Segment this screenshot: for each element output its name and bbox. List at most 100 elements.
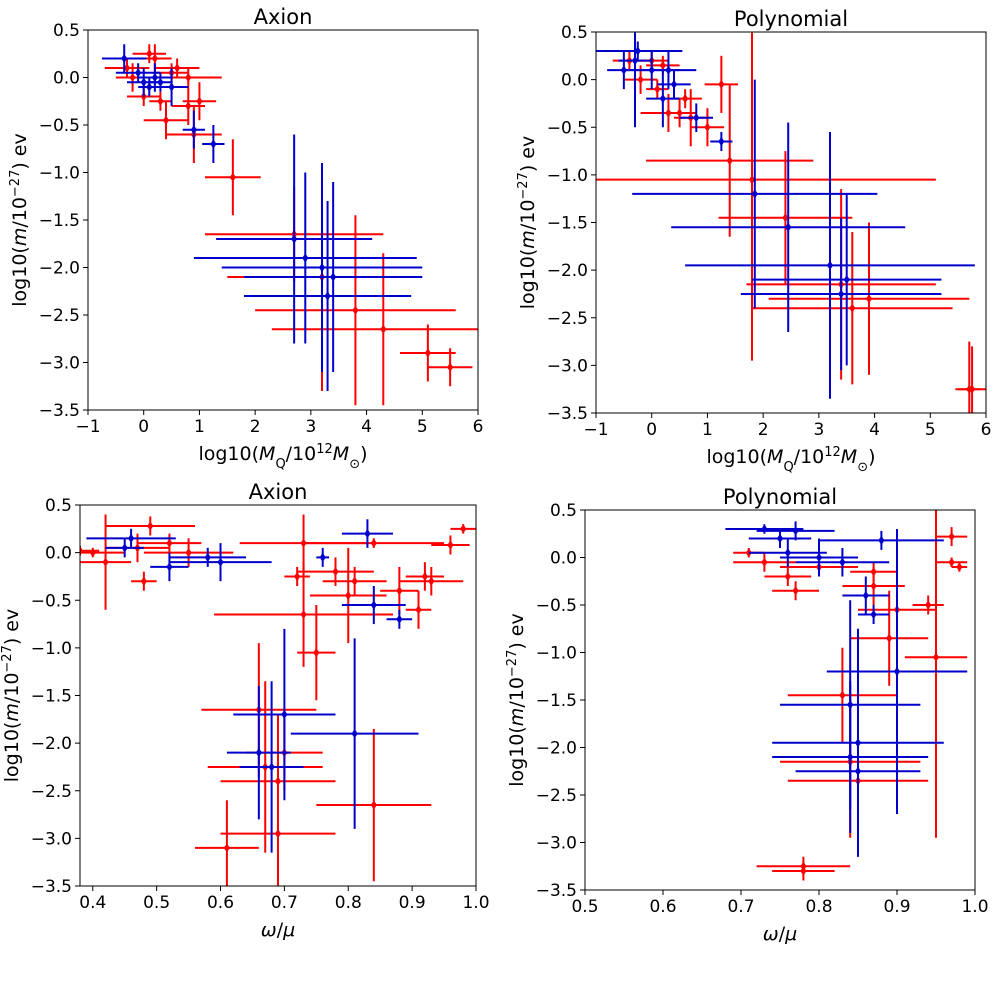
y-tick-label: −3.5: [31, 877, 72, 897]
y-tick-label: −0.5: [547, 118, 588, 138]
diamond-marker: [168, 82, 175, 92]
diamond-marker: [776, 534, 784, 543]
diamond-marker: [210, 139, 217, 149]
chart-title: Axion: [249, 480, 308, 504]
data-point: [80, 514, 132, 610]
diamond-marker: [837, 289, 845, 299]
diamond-marker: [370, 800, 377, 810]
data-point: [149, 72, 172, 92]
data-point: [202, 125, 225, 163]
data-point: [104, 58, 150, 78]
diamond-marker: [886, 633, 893, 643]
data-point: [216, 134, 373, 344]
y-tick-label: 0.0: [45, 544, 72, 564]
diamond-marker: [345, 590, 352, 600]
diamond-marker: [364, 529, 371, 539]
x-tick-label: 5: [417, 417, 428, 437]
plot-area: [80, 514, 476, 886]
data-point: [725, 524, 804, 534]
y-tick-label: −2.5: [39, 306, 80, 326]
data-point: [710, 132, 733, 152]
diamond-marker: [166, 538, 173, 548]
diamond-marker: [761, 524, 768, 534]
data-point: [740, 217, 942, 371]
x-tick-label: 6: [981, 420, 992, 440]
x-tick-label: −1: [583, 420, 608, 440]
diamond-marker: [665, 65, 672, 75]
diamond-marker: [121, 54, 128, 63]
data-point: [309, 547, 387, 644]
y-tick-label: −3.5: [536, 881, 577, 901]
data-point: [143, 101, 189, 140]
diamond-marker: [659, 94, 667, 104]
data-point: [936, 527, 968, 547]
x-tick-label: 3: [305, 417, 316, 437]
series-blue: [86, 519, 419, 853]
diamond-marker: [290, 234, 298, 244]
diamond-marker: [782, 213, 789, 223]
data-point: [322, 566, 387, 596]
axis-label: log10(MQ/1012M⊙)log10(M_Q/10^12 M_⊙): [706, 445, 875, 475]
data-point: [768, 222, 970, 375]
x-tick-label: −1: [75, 417, 100, 437]
x-tick-label: 1: [702, 420, 713, 440]
data-point: [405, 590, 432, 629]
data-point: [399, 566, 464, 596]
data-point: [704, 55, 739, 113]
diamond-marker: [190, 125, 198, 135]
diamond-marker: [681, 94, 689, 104]
diamond-marker: [932, 652, 940, 662]
diamond-marker: [751, 189, 758, 199]
diamond-marker: [352, 305, 359, 315]
data-point: [405, 562, 445, 591]
x-tick-label: 0.5: [571, 897, 598, 917]
x-tick-label: 0: [646, 420, 657, 440]
data-point: [182, 82, 217, 121]
diamond-marker: [893, 667, 901, 676]
diamond-marker: [748, 175, 756, 185]
diamond-marker: [157, 96, 164, 106]
x-tick-label: 0.7: [727, 897, 754, 917]
x-tick-label: 1.0: [961, 897, 988, 917]
data-point: [772, 861, 835, 881]
axis-label: log10(m/10−27) evlog10(m/10^−27) ev: [505, 613, 529, 786]
data-point: [233, 628, 336, 801]
data-point: [764, 567, 812, 586]
diamond-marker: [268, 762, 275, 772]
x-tick-label: 0.8: [805, 897, 832, 917]
data-point: [284, 566, 310, 586]
x-tick-label: 0.5: [143, 893, 170, 913]
chart-title: Axion: [254, 5, 313, 29]
data-point: [101, 44, 147, 73]
diamond-marker: [704, 122, 711, 132]
data-point: [297, 605, 336, 701]
y-tick-label: −1.0: [547, 166, 588, 186]
diamond-marker: [255, 748, 262, 758]
data-point: [220, 757, 336, 886]
diamond-marker: [329, 272, 337, 282]
y-tick-label: −3.0: [39, 354, 80, 374]
diamond-marker: [870, 610, 877, 619]
x-tick-label: 0.6: [207, 893, 234, 913]
axis-label: log10(m/10−27) evlog10(m/10^−27) ev: [0, 609, 23, 782]
plot-area: [725, 510, 968, 881]
diamond-marker: [726, 156, 733, 166]
diamond-marker: [302, 253, 309, 263]
data-point: [951, 562, 968, 572]
y-tick-label: −3.5: [547, 404, 588, 424]
data-point: [290, 638, 419, 829]
diamond-marker: [428, 576, 435, 586]
data-point: [752, 232, 953, 385]
data-point: [244, 182, 423, 372]
diamond-marker: [659, 60, 667, 70]
diamond-marker: [351, 729, 358, 739]
axis-label: log10(m/10−27) evlog10(m/10^−27) ev: [516, 136, 540, 309]
data-point: [955, 346, 986, 413]
data-point: [182, 110, 205, 149]
diamond-marker: [792, 586, 799, 596]
data-point: [772, 681, 929, 833]
y-tick-label: 0.5: [45, 496, 72, 516]
data-point: [80, 547, 125, 558]
diamond-marker: [854, 738, 862, 748]
